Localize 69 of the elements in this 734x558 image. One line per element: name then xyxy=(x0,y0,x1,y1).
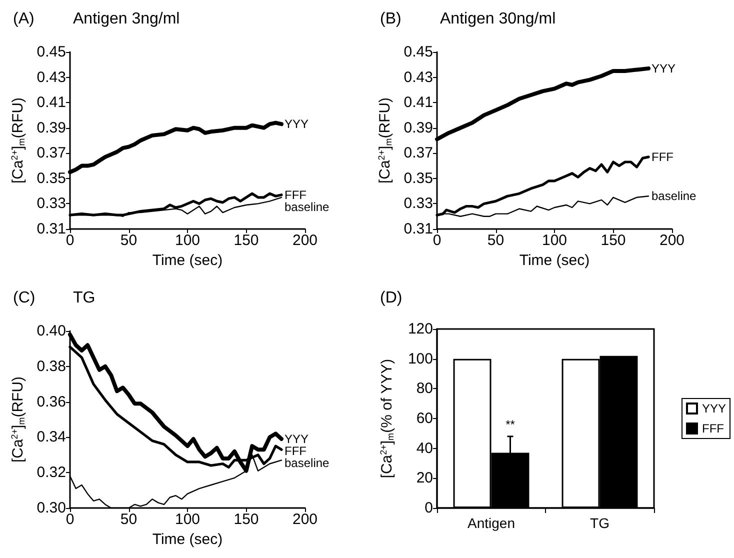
y-tick-label: 40 xyxy=(416,440,433,457)
series-label: FFF xyxy=(284,444,306,458)
y-tick-label: 80 xyxy=(416,380,433,398)
y-tick-label: 0.36 xyxy=(36,393,66,410)
y-axis-title: [Ca2+]m(RFU) xyxy=(9,97,26,184)
x-axis-title: Time (sec) xyxy=(152,252,223,269)
series-label: FFF xyxy=(284,188,306,202)
y-tick-label: 0.35 xyxy=(404,170,433,187)
series-label: YYY xyxy=(284,117,309,132)
y-tick-label: 0.37 xyxy=(404,144,433,162)
y-tick-label: 0.43 xyxy=(404,68,433,86)
series-label: baseline xyxy=(284,200,330,214)
series-label: baseline xyxy=(652,189,697,204)
x-tick-label: 200 xyxy=(292,511,318,528)
chart-subtitle: Antigen 30ng/ml xyxy=(440,10,556,28)
chart-title: (B) xyxy=(380,10,402,28)
y-tick-label: 0.41 xyxy=(404,94,433,112)
x-tick-label: 50 xyxy=(487,232,504,249)
legend-label: FFF xyxy=(702,422,724,436)
y-tick-label: 0.35 xyxy=(36,170,66,187)
x-tick-label: 150 xyxy=(600,232,626,249)
series-label: FFF xyxy=(652,150,674,164)
annotation: ** xyxy=(506,417,516,432)
y-tick-label: 0.33 xyxy=(36,195,66,212)
y-tick-label: 100 xyxy=(408,350,433,368)
y-tick-label: 0.39 xyxy=(404,119,433,136)
x-axis-title: Time (sec) xyxy=(519,252,590,269)
y-tick-label: 20 xyxy=(416,470,433,487)
x-tick-label: Antigen xyxy=(468,515,515,531)
series-label: baseline xyxy=(284,456,330,470)
series-label: YYY xyxy=(652,61,676,76)
legend-label: YYY xyxy=(702,402,726,416)
x-tick-label: TG xyxy=(590,515,610,531)
x-tick-label: 100 xyxy=(174,511,200,528)
y-axis-title: [Ca2+]m(RFU) xyxy=(9,376,26,463)
y-tick-label: 0.34 xyxy=(36,428,66,446)
y-tick-label: 0.43 xyxy=(36,68,66,86)
y-tick-label: 0 xyxy=(424,500,433,516)
y-tick-label: 0.45 xyxy=(404,44,433,60)
y-tick-label: 0.41 xyxy=(36,94,66,112)
x-tick-label: 150 xyxy=(234,511,259,528)
y-tick-label: 60 xyxy=(416,410,433,427)
x-tick-label: 150 xyxy=(234,232,259,249)
x-tick-label: 100 xyxy=(542,232,568,249)
x-tick-label: 50 xyxy=(120,511,138,528)
chart-title: (D) xyxy=(380,290,402,306)
x-tick-label: 200 xyxy=(292,232,318,249)
y-tick-label: 120 xyxy=(408,320,433,338)
x-axis-title: Time (sec) xyxy=(152,531,223,548)
y-tick-label: 0.38 xyxy=(36,358,66,375)
y-axis-title: [Ca2+]m(% of YYY) xyxy=(378,358,396,478)
y-tick-label: 0.30 xyxy=(36,500,66,516)
y-tick-label: 0.37 xyxy=(36,144,66,162)
chart-title: (A) xyxy=(13,10,34,28)
x-tick-label: 50 xyxy=(120,232,138,249)
y-tick-label: 0.31 xyxy=(404,220,433,238)
chart-subtitle: TG xyxy=(73,290,96,306)
y-tick-label: 0.31 xyxy=(36,220,66,238)
chart-subtitle: Antigen 3ng/ml xyxy=(73,10,180,28)
y-axis-title: [Ca2+]m(RFU) xyxy=(376,97,394,184)
series-label: YYY xyxy=(284,432,309,446)
x-tick-label: 100 xyxy=(174,232,200,249)
y-tick-label: 0.40 xyxy=(36,322,66,340)
y-tick-label: 0.39 xyxy=(36,119,66,136)
y-tick-label: 0.45 xyxy=(36,44,66,60)
y-tick-label: 0.32 xyxy=(36,464,66,482)
y-tick-label: 0.33 xyxy=(404,195,433,212)
chart-title: (C) xyxy=(13,290,36,306)
x-tick-label: 200 xyxy=(659,232,685,249)
